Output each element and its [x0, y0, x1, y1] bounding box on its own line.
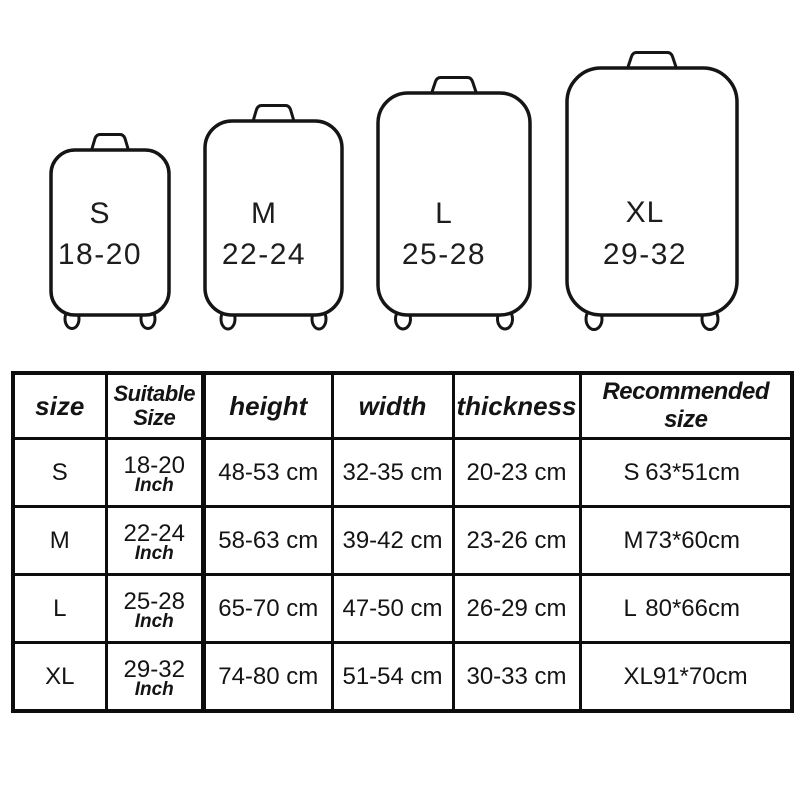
dimension-table: height width thickness Recommended size … [202, 371, 794, 713]
size-cell: S [11, 437, 108, 508]
suitcase-s-icon [49, 133, 171, 330]
suitcase-xl-range: 29-32 [602, 238, 688, 271]
recommended-size-letter: S [623, 458, 640, 486]
thickness-cell: 23-26 cm [451, 505, 582, 576]
suitcase-body [203, 119, 344, 317]
table-row: XL 29-32 Inch [11, 641, 205, 713]
suitable-size-cell: 29-32 Inch [104, 641, 205, 713]
suitcase-l-label: L [435, 197, 453, 230]
suitcase-handle [251, 104, 296, 125]
height-cell: 65-70 cm [202, 573, 334, 644]
width-cell: 32-35 cm [330, 437, 455, 508]
inch-unit: Inch [134, 474, 174, 496]
suitcase-l-icon [376, 76, 532, 331]
recommended-size-letter: L [623, 594, 637, 622]
inch-range: 25-28 [123, 587, 185, 615]
suitable-size-cell: 25-28 Inch [104, 573, 205, 644]
inch-range: 18-20 [123, 451, 185, 479]
suitcase-handle [625, 51, 679, 72]
width-cell: 51-54 cm [330, 641, 455, 713]
suitcase-body [376, 91, 532, 317]
table-row: 65-70 cm 47-50 cm 26-29 cm L 80*66cm [202, 573, 794, 644]
suitcase-handle [429, 76, 479, 97]
suitcase-m-range: 22-24 [221, 238, 307, 271]
recommended-size-dimensions: 91*70cm [652, 662, 748, 690]
size-cell: M [11, 505, 108, 576]
size-table-header-suitable-size: Suitable Size [104, 371, 205, 440]
dimension-table-header-height: height [202, 371, 334, 440]
inch-unit: Inch [134, 542, 174, 564]
recommended-size-letter: XL [623, 662, 653, 690]
table-row: 74-80 cm 51-54 cm 30-33 cm XL 91*70cm [202, 641, 794, 713]
size-cell: XL [11, 641, 108, 713]
suitcase-s-label: S [89, 197, 111, 230]
recommended-size-cell: XL 91*70cm [578, 641, 794, 713]
suitcase-body [565, 66, 739, 317]
width-cell: 39-42 cm [330, 505, 455, 576]
inch-unit: Inch [134, 678, 174, 700]
height-cell: 74-80 cm [202, 641, 334, 713]
suitcase-m-label: M [251, 197, 277, 230]
size-table: size Suitable Size S 18-20 Inch M 22-24 … [11, 371, 205, 713]
suitcase-s-range: 18-20 [57, 238, 143, 271]
recommended-size-dimensions: 73*60cm [645, 526, 740, 554]
thickness-cell: 30-33 cm [451, 641, 582, 713]
size-table-header-size: size [11, 371, 108, 440]
suitcase-body [49, 148, 171, 317]
thickness-cell: 26-29 cm [451, 573, 582, 644]
table-row: 48-53 cm 32-35 cm 20-23 cm S 63*51cm [202, 437, 794, 508]
inch-unit: Inch [134, 610, 174, 632]
suitcase-handle [89, 133, 131, 154]
size-cell: L [11, 573, 108, 644]
height-cell: 58-63 cm [202, 505, 334, 576]
inch-range: 22-24 [123, 519, 185, 547]
width-cell: 47-50 cm [330, 573, 455, 644]
recommended-size-cell: S 63*51cm [578, 437, 794, 508]
recommended-size-dimensions: 80*66cm [645, 594, 740, 622]
table-row: S 18-20 Inch [11, 437, 205, 508]
suitcase-xl-icon [565, 51, 739, 331]
table-row: L 25-28 Inch [11, 573, 205, 644]
height-cell: 48-53 cm [202, 437, 334, 508]
dimension-table-header-thickness: thickness [451, 371, 582, 440]
table-row: M 22-24 Inch [11, 505, 205, 576]
recommended-size-dimensions: 63*51cm [645, 458, 740, 486]
suitable-size-cell: 22-24 Inch [104, 505, 205, 576]
dimension-table-header-width: width [330, 371, 455, 440]
suitcase-l-range: 25-28 [401, 238, 487, 271]
size-table-header-row: size Suitable Size [11, 371, 205, 440]
dimension-table-header-row: height width thickness Recommended size [202, 371, 794, 440]
inch-range: 29-32 [123, 655, 185, 683]
dimension-table-header-recommended-size: Recommended size [578, 371, 794, 440]
recommended-size-letter: M [623, 526, 644, 554]
suitcase-xl-label: XL [625, 196, 665, 229]
recommended-size-cell: M 73*60cm [578, 505, 794, 576]
table-row: 58-63 cm 39-42 cm 23-26 cm M 73*60cm [202, 505, 794, 576]
suitcase-m-icon [203, 104, 344, 331]
suitable-size-cell: 18-20 Inch [104, 437, 205, 508]
recommended-size-cell: L 80*66cm [578, 573, 794, 644]
thickness-cell: 20-23 cm [451, 437, 582, 508]
